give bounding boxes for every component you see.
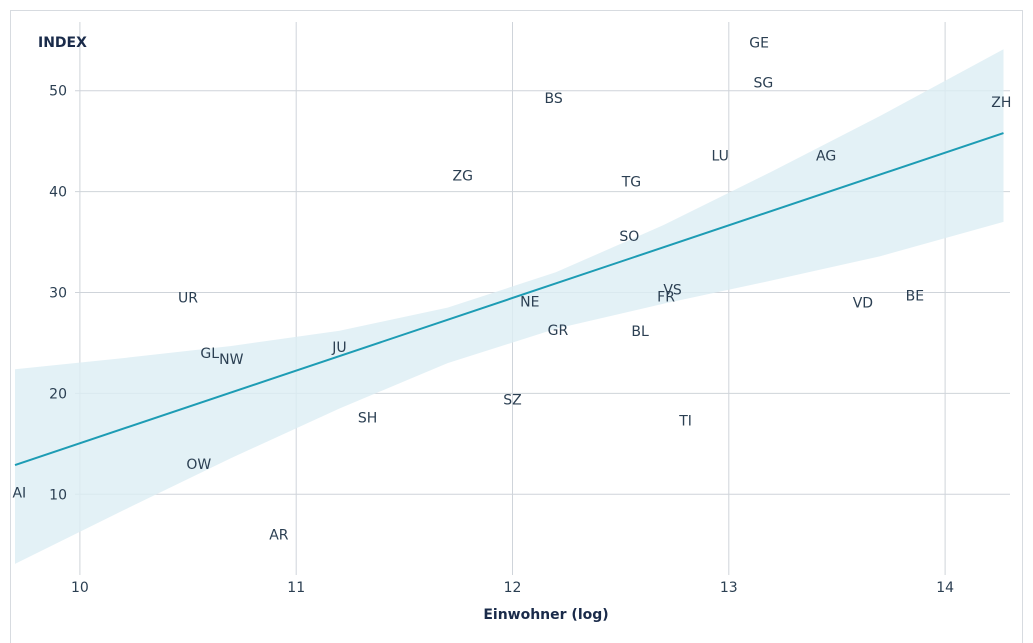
- point-label-bs: BS: [544, 91, 562, 107]
- point-label-so: SO: [619, 229, 639, 245]
- x-tick-label: 10: [71, 580, 89, 596]
- y-tick-label: 10: [49, 487, 67, 503]
- y-tick-label: 50: [49, 84, 67, 100]
- x-tick-label: 12: [504, 580, 522, 596]
- point-label-gl: GL: [200, 346, 219, 362]
- point-label-ar: AR: [269, 528, 289, 544]
- point-label-ge: GE: [749, 35, 769, 51]
- point-label-lu: LU: [711, 148, 728, 164]
- y-tick-label: 30: [49, 286, 67, 302]
- x-tick-label: 13: [720, 580, 738, 596]
- point-label-ne: NE: [520, 295, 539, 311]
- point-label-zh: ZH: [991, 95, 1011, 111]
- point-label-tg: TG: [621, 175, 641, 191]
- point-label-ai: AI: [12, 485, 26, 501]
- trend-line: [14, 132, 1004, 466]
- y-axis-ticks: 10 20 30 40 50: [49, 84, 67, 504]
- x-axis-ticks: 10 11 12 13 14: [71, 580, 954, 596]
- point-label-ag: AG: [816, 148, 836, 164]
- point-label-fr: FR: [657, 290, 675, 306]
- x-tick-label: 14: [936, 580, 954, 596]
- point-label-ow: OW: [186, 457, 211, 473]
- point-label-sz: SZ: [503, 392, 521, 408]
- point-label-be: BE: [906, 289, 924, 305]
- point-label-bl: BL: [631, 324, 649, 340]
- point-label-gr: GR: [548, 323, 569, 339]
- confidence-band: [15, 49, 1004, 564]
- point-label-vs: VS: [663, 282, 682, 298]
- y-tick-label: 40: [49, 185, 67, 201]
- y-axis-title: INDEX: [38, 35, 87, 51]
- x-tick-label: 11: [287, 580, 305, 596]
- point-label-ur: UR: [178, 291, 198, 307]
- point-label-ti: TI: [678, 414, 692, 430]
- point-label-zg: ZG: [453, 168, 473, 184]
- point-label-vd: VD: [853, 296, 873, 312]
- point-label-nw: NW: [219, 352, 243, 368]
- point-label-sh: SH: [358, 411, 377, 427]
- y-tick-label: 20: [49, 386, 67, 402]
- point-label-sg: SG: [754, 76, 774, 92]
- point-label-ju: JU: [331, 340, 346, 356]
- x-axis-title: Einwohner (log): [483, 607, 608, 623]
